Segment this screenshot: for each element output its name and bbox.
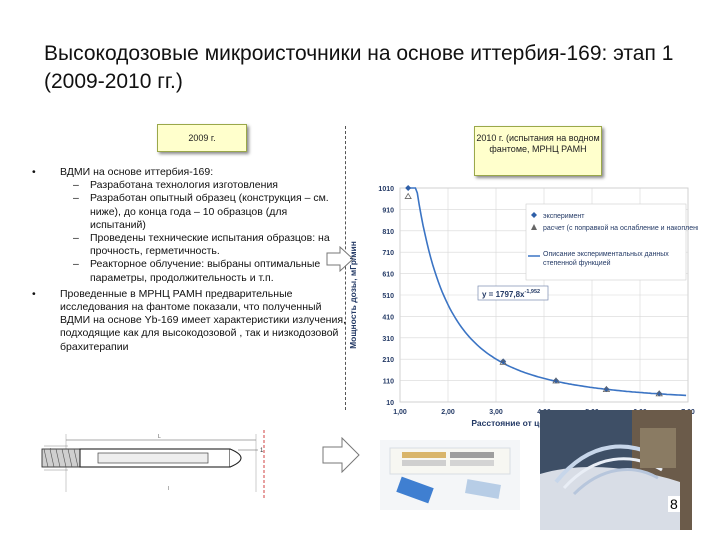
slide-title: Высокодозовые микроисточники на основе и… (44, 42, 674, 93)
arrow-right-icon (326, 246, 354, 272)
x-tick-label: 1,00 (393, 409, 407, 416)
equation-box (477, 285, 549, 301)
y-tick-label: 610 (382, 272, 394, 279)
data-point-calculated (602, 385, 611, 392)
y-tick-label: 410 (382, 314, 394, 321)
data-point-calculated (552, 377, 560, 384)
y-axis-label: Мощность дозы, мГр/мин (348, 241, 358, 349)
svg-text:y = 1797,8x-1,952: y = 1797,8x-1,952 (482, 289, 540, 299)
phantom-illustration (540, 410, 692, 530)
equation-exponent: -1,952 (524, 289, 540, 295)
y-tick-label: 510 (382, 293, 394, 300)
dimension-label: L (158, 434, 161, 440)
data-point-calculated (404, 192, 412, 199)
seeds-photo (380, 440, 520, 510)
seed-grid (402, 452, 494, 466)
y-tick-label: 110 (383, 379, 394, 386)
bullet-text: ВДМИ на основе иттербия-169: (60, 166, 214, 178)
legend-entry: эксперимент (543, 213, 585, 220)
blue-container (396, 476, 434, 504)
part-label: 1 (260, 448, 264, 454)
y-tick-label: 310 (382, 336, 394, 343)
data-point-experiment (500, 358, 507, 365)
fit-curve (407, 187, 687, 397)
data-point-calculated (499, 358, 507, 365)
data-point-calculated (655, 390, 663, 397)
data-point-experiment (405, 185, 412, 191)
sub-item-text: Разработана технология изготовления (90, 179, 278, 192)
phantom-photo (540, 410, 692, 530)
legend-entry-wrap: Описание экспериментальных данных степен… (543, 251, 669, 267)
fit-equation: y = 1797,8x-1,952 (477, 285, 549, 301)
equation-text: y = 1797,8x (482, 290, 525, 299)
y-tick-labels: 10 110 210 310 410 510 610 710 810 910 1010 (378, 186, 394, 407)
data-point-experiment (656, 390, 663, 397)
legend-entry: Описание экспериментальных данных степен… (543, 251, 669, 267)
dashed-divider (345, 126, 346, 410)
sub-dash: – (73, 179, 79, 192)
y-tick-label: 1010 (378, 186, 394, 193)
legend-entry: расчет (с поправкой на ослабление и нако… (543, 224, 698, 232)
dose-rate-chart: 10 110 210 310 410 510 610 710 810 910 1010 1,00 2,… (348, 185, 698, 428)
legend-diamond-icon (531, 212, 537, 218)
sub-item: – Разработан опытный образец (конструкци… (26, 192, 346, 232)
capsule-holder (465, 479, 501, 499)
active-core (97, 452, 209, 464)
sub-item: – Разработана технология изготовления (26, 179, 346, 192)
y-tick-label: 710 (382, 250, 394, 257)
x-tick-label: 3,00 (489, 409, 503, 416)
page-number: 8 (668, 496, 680, 512)
year-2009-box: 2009 г. (157, 124, 247, 152)
data-point-experiment (553, 377, 559, 384)
capsule-tip (229, 448, 242, 468)
source-construction-drawing: d L l 1 (41, 430, 265, 500)
dimension-label: l (168, 486, 169, 492)
sub-item-text: Проведены технические испытания образцов… (90, 232, 330, 258)
sub-item: – Реакторное облучение: выбраны оптималь… (26, 258, 346, 284)
y-tick-label: 810 (382, 229, 394, 236)
bullet-item: • Проведенные в МРНЦ РАМН предварительны… (26, 288, 346, 354)
bullet-list: • ВДМИ на основе иттербия-169: – Разрабо… (26, 166, 346, 354)
sub-dash: – (73, 258, 79, 271)
y-tick-label: 210 (382, 357, 394, 364)
sub-item-text: Разработан опытный образец (конструкция … (90, 192, 329, 231)
bullet-dot: • (32, 287, 36, 300)
bullet-item: • ВДМИ на основе иттербия-169: (26, 166, 346, 179)
y-tick-label: 10 (386, 400, 394, 407)
legend-box (525, 203, 687, 281)
chart-legend: эксперимент расчет (с поправкой на ослаб… (525, 203, 698, 281)
year-2010-box: 2010 г. (испытания на водном фантоме, МР… (474, 126, 602, 176)
bullet-dot: • (32, 166, 36, 178)
bullet-text: Проведенные в МРНЦ РАМН предварительные … (60, 287, 346, 353)
y-tick-label: 910 (382, 207, 394, 214)
legend-triangle-icon (531, 224, 537, 230)
data-point-experiment (603, 386, 610, 393)
data-points (404, 185, 663, 397)
arrow-right-icon (322, 437, 360, 473)
sub-dash: – (73, 192, 79, 205)
sub-dash: – (73, 232, 79, 245)
x-tick-label: 2,00 (441, 409, 455, 416)
sub-item: – Проведены технические испытания образц… (26, 232, 346, 258)
seeds-illustration (389, 447, 511, 504)
sub-item-text: Реакторное облучение: выбраны оптимальны… (90, 258, 321, 284)
